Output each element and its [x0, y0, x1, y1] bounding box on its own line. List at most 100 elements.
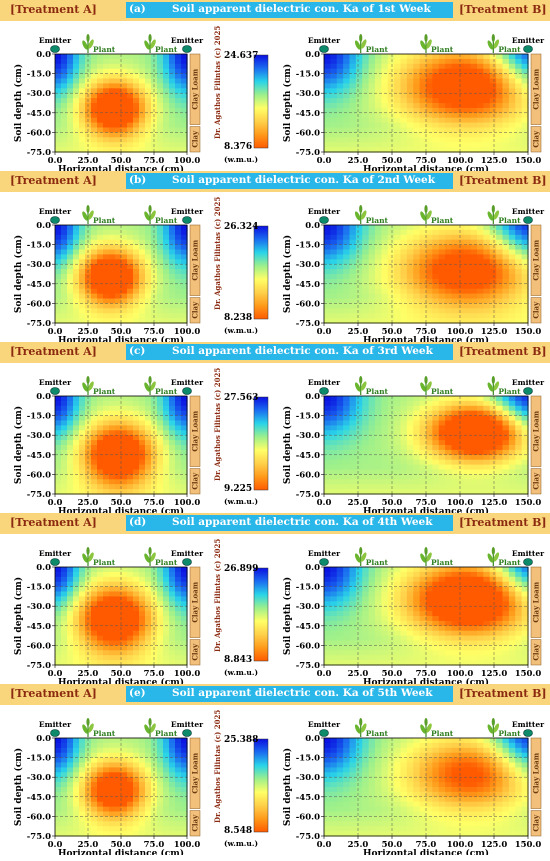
- y-tick-label: -75.0: [27, 319, 51, 329]
- plant-icon: [420, 34, 432, 53]
- heatmap-cell: [324, 479, 331, 485]
- heatmap-cell: [515, 98, 523, 104]
- heatmap-cell: [73, 288, 80, 295]
- heatmap-cell: [73, 142, 80, 148]
- heatmap-cell: [432, 288, 440, 295]
- heatmap-cell: [139, 54, 146, 60]
- heatmap-cell: [457, 264, 465, 270]
- heatmap-cell: [483, 254, 491, 260]
- emitter-icon: [523, 45, 533, 53]
- heatmap-cell: [515, 83, 523, 89]
- heatmap-cell: [394, 142, 402, 148]
- heatmap-cell: [145, 479, 152, 485]
- heatmap-cell: [61, 791, 68, 798]
- heatmap-cell: [502, 264, 510, 270]
- soil-layer-clay-loam: [530, 566, 542, 638]
- heatmap-cell: [163, 567, 170, 573]
- heatmap-cell: [381, 640, 389, 646]
- heatmap-cell: [55, 772, 62, 778]
- x-tick-label: 150.0: [515, 156, 542, 166]
- heatmap-cell: [85, 259, 92, 265]
- heatmap-cell: [457, 415, 465, 422]
- heatmap-cell: [426, 601, 433, 607]
- heatmap-cell: [477, 567, 484, 573]
- heatmap-cell: [362, 576, 370, 583]
- heatmap-cell: [419, 567, 427, 573]
- heatmap-cell: [151, 396, 158, 402]
- heatmap-cell: [432, 93, 440, 99]
- heatmap-cell: [91, 293, 98, 300]
- heatmap-cell: [445, 445, 453, 451]
- heatmap-cell: [432, 479, 440, 485]
- heatmap-cell: [451, 264, 459, 270]
- heatmap-cell: [163, 117, 170, 124]
- heatmap-cell: [489, 586, 497, 593]
- heatmap-cell: [368, 73, 376, 80]
- heatmap-cell: [438, 117, 446, 124]
- heatmap-cell: [470, 244, 478, 251]
- heatmap-cell: [426, 117, 433, 124]
- heatmap-cell: [457, 591, 465, 597]
- heatmap-cell: [451, 63, 459, 70]
- heatmap-cell: [67, 117, 74, 124]
- heatmap-cell: [163, 660, 170, 666]
- heatmap-cell: [489, 107, 497, 114]
- heatmap-cell: [336, 73, 344, 80]
- heatmap-cell: [127, 620, 134, 627]
- heatmap-cell: [330, 73, 338, 80]
- heatmap-cell: [175, 239, 182, 246]
- heatmap-cell: [451, 591, 459, 597]
- heatmap-cell: [181, 400, 188, 407]
- heatmap-cell: [426, 459, 433, 466]
- heatmap-cell: [103, 826, 110, 832]
- heatmap-cell: [145, 103, 152, 109]
- heatmap-cell: [157, 147, 164, 153]
- heatmap-cell: [181, 274, 188, 280]
- heatmap-cell: [324, 274, 331, 280]
- heatmap-cell: [91, 415, 98, 422]
- heatmap-cell: [97, 801, 104, 808]
- heatmap-cell: [163, 288, 170, 295]
- heatmap-cell: [175, 625, 182, 632]
- heatmap-cell: [169, 469, 176, 475]
- heatmap-cell: [368, 396, 376, 402]
- heatmap-cell: [151, 474, 158, 480]
- heatmap-cell: [115, 738, 122, 744]
- heatmap-cell: [55, 83, 62, 89]
- heatmap-cell: [103, 147, 110, 153]
- heatmap-cell: [413, 249, 421, 255]
- heatmap-cell: [483, 405, 491, 412]
- heatmap-cell: [133, 234, 140, 241]
- heatmap-cell: [67, 777, 74, 783]
- heatmap-cell: [330, 117, 338, 124]
- heatmap-cell: [103, 816, 110, 822]
- heatmap-cell: [91, 650, 98, 656]
- heatmap-cell: [127, 479, 134, 485]
- heatmap-cell: [163, 83, 170, 89]
- heatmap-cell: [61, 107, 68, 114]
- heatmap-cell: [115, 449, 122, 456]
- heatmap-cell: [368, 630, 376, 637]
- heatmap-cell: [79, 264, 86, 270]
- heatmap-cell: [121, 122, 128, 129]
- heatmap-cell: [432, 88, 440, 94]
- heatmap-cell: [343, 640, 351, 646]
- heatmap-cell: [324, 415, 331, 422]
- heatmap-cell: [181, 616, 188, 622]
- heatmap-cell: [133, 54, 140, 60]
- heatmap-cell: [157, 78, 164, 84]
- heatmap-cell: [477, 308, 484, 314]
- heatmap-cell: [362, 571, 370, 578]
- heatmap-cell: [121, 147, 128, 153]
- heatmap-cell: [103, 264, 110, 270]
- x-tick-label: 75.0: [416, 156, 437, 166]
- heatmap-cell: [163, 274, 170, 280]
- heatmap-cell: [470, 459, 478, 466]
- heatmap-cell: [85, 660, 92, 666]
- heatmap-cell: [381, 430, 389, 436]
- heatmap-cell: [477, 571, 484, 578]
- heatmap-cell: [109, 274, 116, 280]
- heatmap-cell: [368, 625, 376, 632]
- heatmap-cell: [85, 782, 92, 788]
- heatmap-cell: [477, 318, 484, 324]
